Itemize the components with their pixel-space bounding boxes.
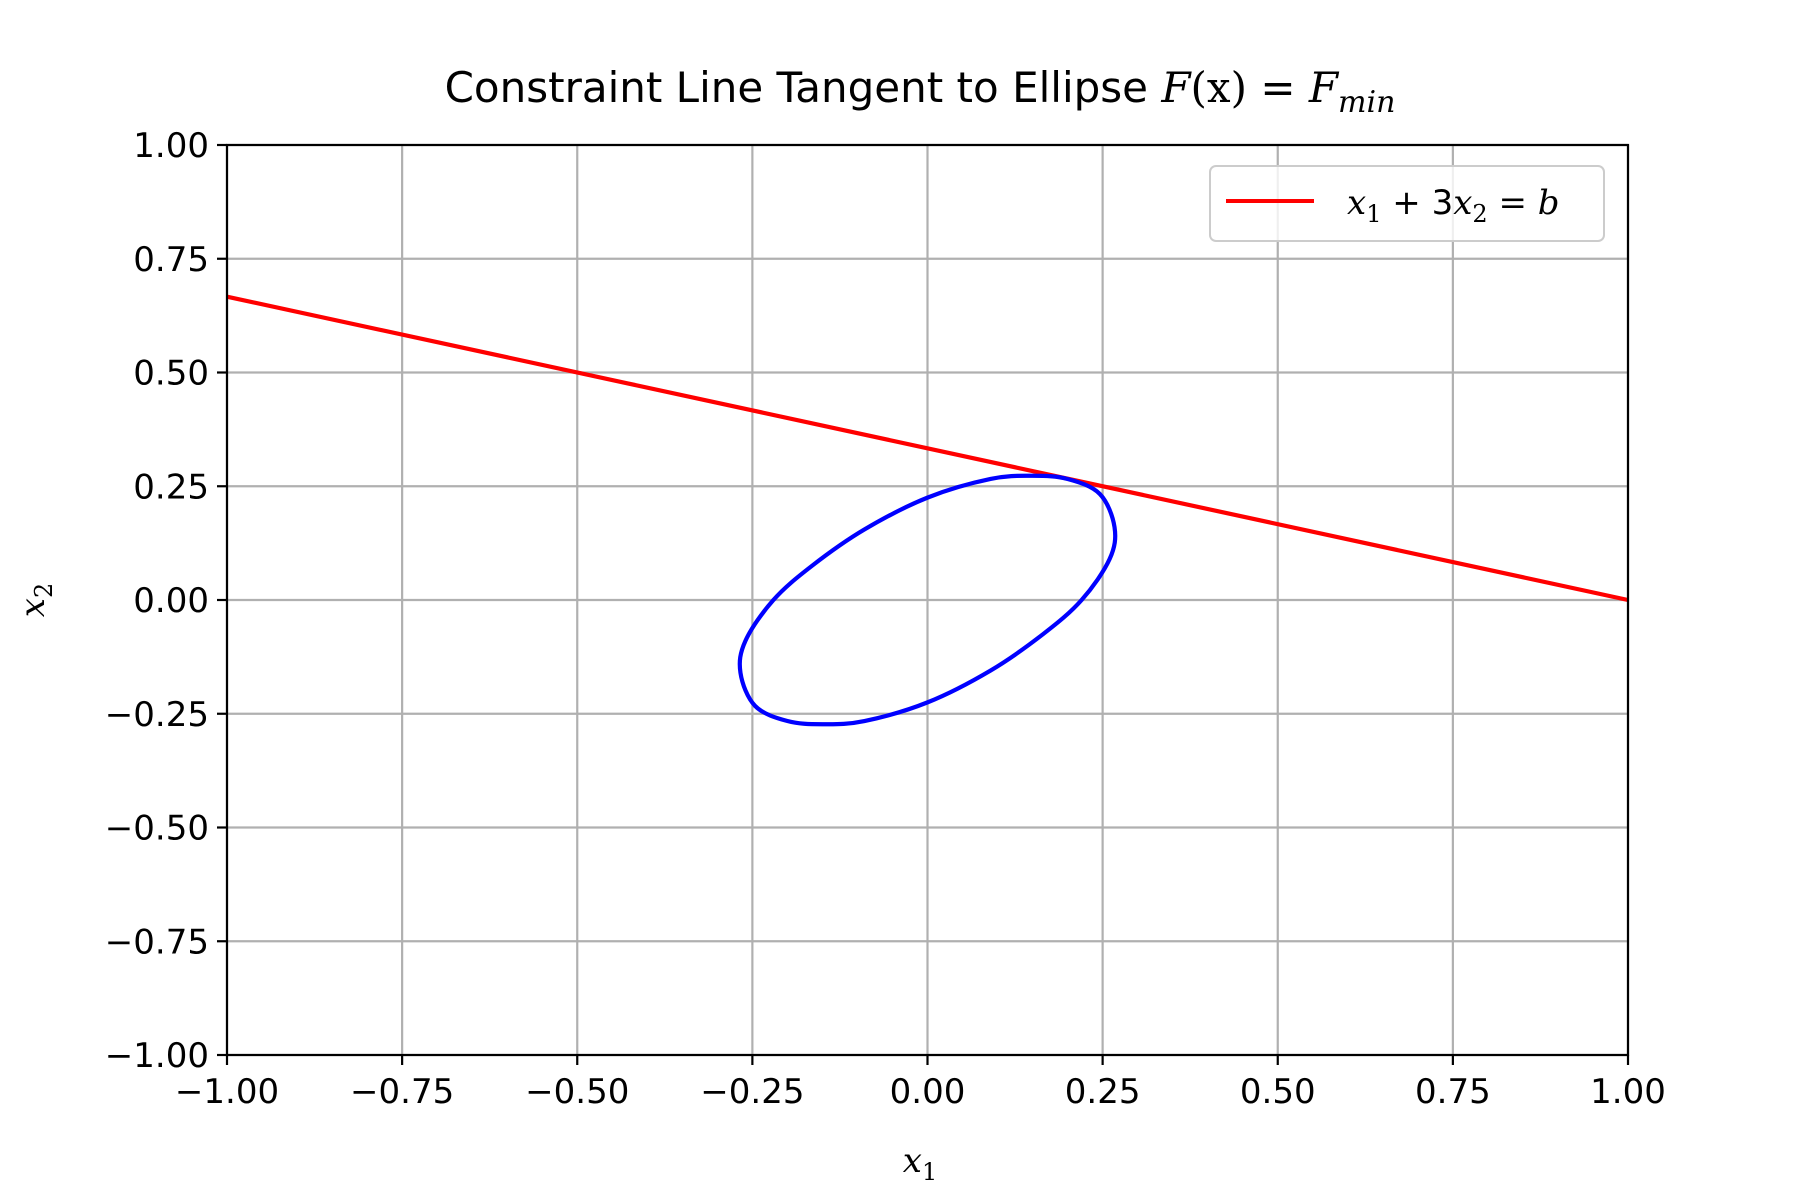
x-tick-label: 0.25 — [1065, 1072, 1141, 1112]
y-axis-label: x2 — [13, 583, 58, 617]
x-tick-label: −1.00 — [175, 1072, 279, 1112]
x-tick-label: 1.00 — [1590, 1072, 1666, 1112]
legend-box — [1209, 165, 1605, 242]
series-ellipse-contour — [737, 473, 1118, 727]
y-tick-label: 0.25 — [133, 467, 209, 507]
series-constraint-line — [226, 294, 1629, 603]
grid-lines — [225, 143, 1630, 1057]
y-tick-label: −1.00 — [105, 1036, 209, 1076]
x-tick-label: 0.00 — [890, 1072, 966, 1112]
x-tick-labels: −1.00 −0.75 −0.50 −0.25 0.00 0.25 0.50 0.75 1.00 — [175, 1072, 1666, 1112]
y-tick-label: −0.25 — [105, 695, 209, 735]
y-tick-label: −0.50 — [105, 809, 209, 849]
legend: x1 + 3x2 = b — [1209, 165, 1605, 242]
x-tick-label: −0.25 — [700, 1072, 804, 1112]
y-tick-label: −0.75 — [105, 922, 209, 962]
series-layer — [226, 294, 1629, 727]
x-tick-label: −0.75 — [350, 1072, 454, 1112]
x-tick-label: 0.50 — [1240, 1072, 1316, 1112]
y-tick-label: 1.00 — [133, 126, 209, 166]
ticks — [217, 143, 1630, 1065]
x-tick-label: 0.75 — [1415, 1072, 1491, 1112]
legend-label-constraint-line: x1 + 3x2 = b — [1347, 183, 1560, 228]
y-tick-label: 0.50 — [133, 354, 209, 394]
y-tick-labels: −1.00 −0.75 −0.50 −0.25 0.00 0.25 0.50 0.75 1.00 — [105, 126, 209, 1076]
y-tick-label: 0.00 — [133, 581, 209, 621]
y-tick-label: 0.75 — [133, 240, 209, 280]
x-axis-label: x1 — [903, 1141, 937, 1186]
chart-title: Constraint Line Tangent to Ellipse F(x) … — [445, 63, 1396, 120]
x-tick-label: −0.50 — [525, 1072, 629, 1112]
